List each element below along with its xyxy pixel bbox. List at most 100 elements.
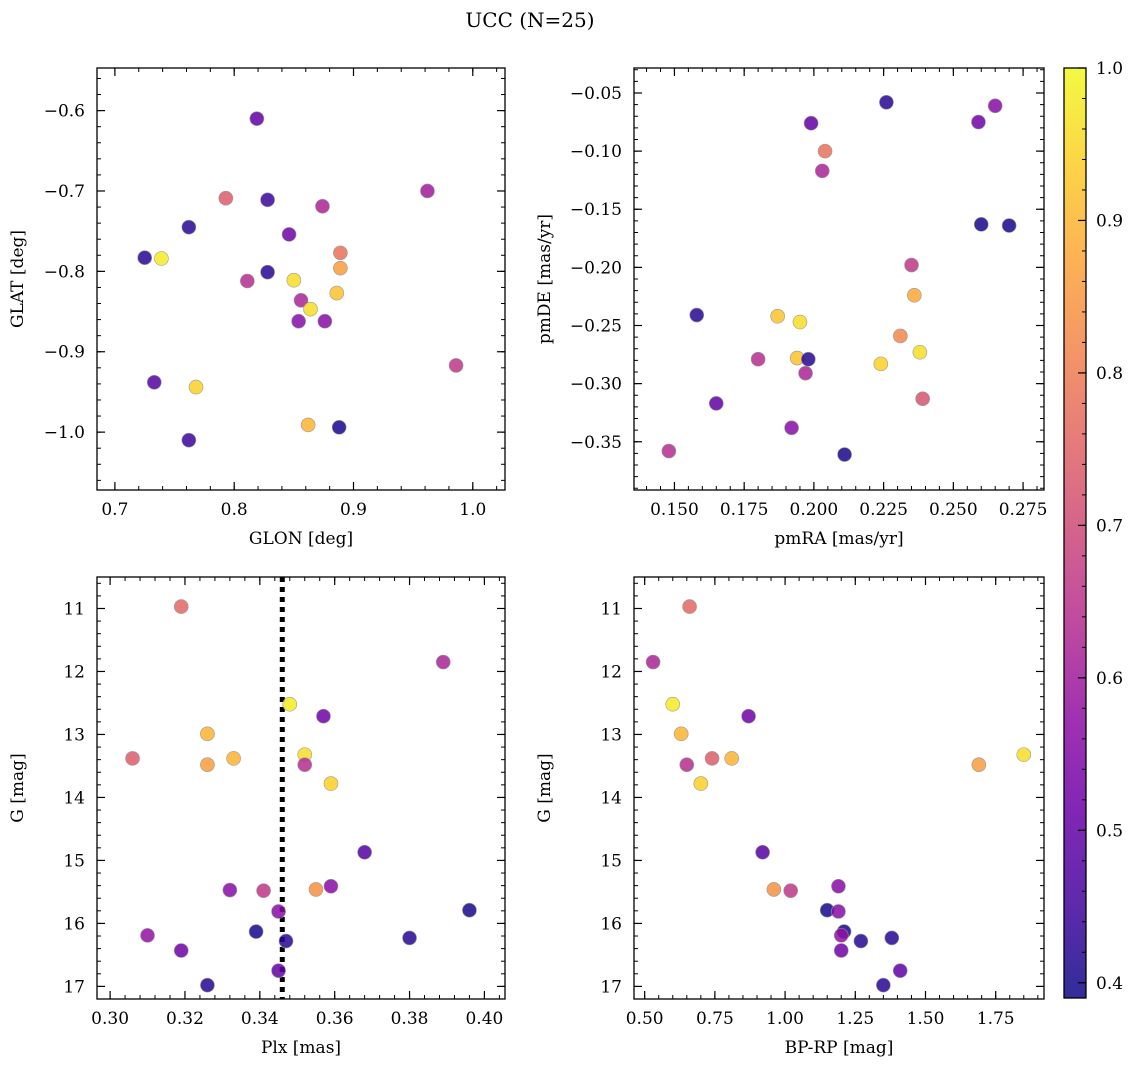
data-point — [661, 443, 677, 459]
data-point — [317, 313, 333, 329]
y-tick-label: −0.7 — [44, 182, 85, 202]
axes-frame — [633, 67, 1045, 491]
data-point — [837, 447, 852, 462]
data-point — [316, 708, 331, 724]
data-point — [665, 696, 681, 712]
x-tick-label: 1.50 — [907, 1009, 945, 1029]
data-point — [271, 904, 286, 919]
data-point — [293, 293, 309, 308]
axes-frame — [633, 576, 1045, 1000]
colorbar-tick-label: 0.4 — [1096, 974, 1123, 994]
y-tick-label: 15 — [600, 851, 622, 871]
data-point — [282, 696, 298, 712]
x-tick-label: 1.0 — [459, 500, 486, 520]
y-tick-label: 17 — [63, 977, 85, 997]
x-tick-label: 0.75 — [696, 1009, 734, 1029]
data-point — [1016, 747, 1032, 762]
data-point — [783, 883, 798, 898]
data-point — [448, 358, 464, 373]
x-tick-label: 0.250 — [929, 500, 978, 520]
data-point — [181, 432, 197, 448]
x-axis-label: BP-RP [mag] — [785, 1038, 894, 1058]
data-point — [784, 420, 799, 436]
x-tick-label: 0.36 — [316, 1009, 354, 1029]
data-point — [303, 301, 318, 317]
data-point — [278, 933, 294, 949]
colorbar-tick-label: 0.5 — [1096, 821, 1123, 841]
data-point — [682, 599, 697, 614]
y-tick-label: −0.6 — [44, 102, 85, 122]
x-tick-label: 1.75 — [977, 1009, 1015, 1029]
x-tick-label: 1.00 — [766, 1009, 804, 1029]
data-point — [987, 98, 1003, 114]
data-point — [308, 882, 324, 897]
y-tick-label: 16 — [63, 914, 85, 934]
data-point — [741, 708, 756, 724]
x-axis-label: Plx [mas] — [261, 1038, 341, 1058]
colorbar-tick-label: 0.7 — [1096, 516, 1123, 536]
y-tick-label: 17 — [600, 977, 622, 997]
data-point — [140, 928, 155, 943]
data-point — [462, 902, 477, 918]
data-point — [154, 251, 169, 266]
y-tick-label: 11 — [63, 599, 85, 619]
y-tick-label: 12 — [63, 662, 85, 682]
data-point — [893, 328, 908, 344]
x-tick-label: 0.225 — [859, 500, 908, 520]
data-point — [435, 654, 451, 670]
data-point — [323, 878, 339, 894]
data-point — [803, 115, 819, 131]
data-point — [333, 245, 348, 261]
figure-title: UCC (N=25) — [465, 8, 594, 32]
y-tick-label: −0.35 — [570, 433, 622, 453]
y-axis-label: GLAT [deg] — [8, 230, 28, 328]
data-point — [645, 654, 661, 670]
colorbar-tick-label: 0.6 — [1096, 669, 1123, 689]
x-tick-label: 0.275 — [999, 500, 1048, 520]
data-point — [750, 351, 766, 367]
y-axis-label: pmDE [mas/yr] — [535, 214, 555, 344]
data-point — [420, 183, 435, 199]
data-point — [915, 391, 930, 407]
data-point — [904, 257, 919, 273]
colorbar-tick-label: 0.9 — [1096, 211, 1123, 231]
data-point — [249, 111, 265, 126]
data-point — [704, 751, 720, 766]
data-point — [200, 977, 215, 993]
data-point — [226, 751, 241, 766]
plot-area — [97, 577, 505, 999]
x-tick-label: 0.30 — [91, 1009, 129, 1029]
data-point — [971, 757, 987, 772]
colorbar-tick-label: 0.8 — [1096, 364, 1123, 384]
data-point — [708, 396, 724, 411]
colorbar-tick-label: 1.0 — [1096, 59, 1123, 79]
data-point — [912, 344, 928, 360]
data-point — [256, 883, 271, 898]
data-point — [833, 928, 849, 943]
y-tick-label: 14 — [63, 788, 85, 808]
data-point — [329, 285, 345, 301]
y-tick-label: 16 — [600, 914, 622, 934]
y-tick-label: −0.25 — [570, 317, 622, 337]
data-point — [271, 963, 286, 978]
plot-area — [634, 68, 1044, 490]
x-tick-label: 0.50 — [626, 1009, 664, 1029]
data-point — [679, 757, 695, 772]
y-tick-label: 14 — [600, 788, 622, 808]
data-point — [331, 420, 347, 435]
data-point — [181, 219, 197, 235]
y-tick-label: 12 — [600, 662, 622, 682]
data-point — [689, 307, 705, 323]
data-point — [831, 904, 846, 919]
data-point — [291, 313, 306, 329]
chart-plx-g: 0.30 0.32 0.34 0.36 0.38 0.40 11 12 13 14 15 16 17 Pl… — [8, 576, 506, 1058]
data-point — [297, 757, 313, 772]
data-point — [755, 844, 770, 860]
data-point — [1001, 218, 1017, 233]
axes-frame — [96, 576, 506, 1000]
y-tick-label: −0.8 — [44, 262, 85, 282]
y-tick-label: 13 — [600, 725, 622, 745]
data-point — [200, 757, 215, 772]
x-tick-label: 0.34 — [241, 1009, 279, 1029]
data-point — [770, 308, 785, 324]
